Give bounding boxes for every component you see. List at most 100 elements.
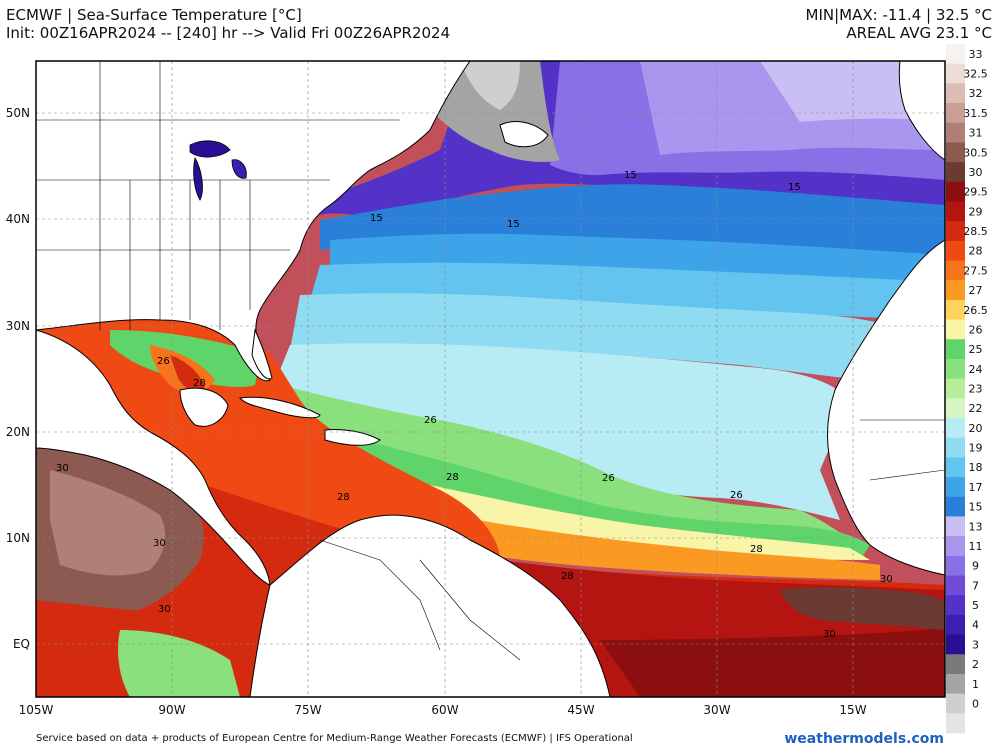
title-line-2: Init: 00Z16APR2024 -- [240] hr --> Valid… <box>6 24 451 42</box>
colorbar-label: 30.5 <box>963 146 988 159</box>
data-credits: Service based on data + products of Euro… <box>36 733 633 744</box>
stats-minmax: MIN|MAX: -11.4 | 32.5 °C <box>805 6 992 24</box>
contour-label: 28 <box>193 378 206 389</box>
colorbar-swatch <box>946 201 965 222</box>
colorbar-label: 3 <box>972 638 979 651</box>
colorbar-swatch <box>946 299 965 321</box>
colorbar-label: 9 <box>972 560 979 573</box>
contour-label: 26 <box>424 415 437 426</box>
title-line-1: ECMWF | Sea-Surface Temperature [°C] <box>6 6 302 24</box>
colorbar-label: 20 <box>969 422 983 435</box>
colorbar-swatch <box>946 673 965 695</box>
south-america <box>249 514 611 697</box>
site-link[interactable]: weathermodels.com <box>784 731 944 747</box>
colorbar-swatch <box>946 83 965 104</box>
colorbar-swatch <box>946 595 965 616</box>
colorbar-label: 29 <box>969 205 983 218</box>
colorbar-swatch <box>946 496 965 517</box>
colorbar-label: 32 <box>969 87 983 100</box>
colorbar-swatch <box>946 457 965 478</box>
latitude-labels: 50N 40N 30N 20N 10N EQ <box>6 106 30 651</box>
contour-label: 26 <box>602 473 615 484</box>
colorbar-label: 7 <box>972 579 979 592</box>
colorbar-swatch <box>946 634 965 655</box>
colorbar-label: 28 <box>969 245 983 258</box>
colorbar-label: 31.5 <box>963 107 988 120</box>
colorbar-swatch <box>946 339 965 360</box>
colorbar-label: 23 <box>969 383 983 396</box>
colorbar-label: 24 <box>969 363 983 376</box>
colorbar-swatch <box>946 614 965 636</box>
contour-label: 28 <box>337 492 350 503</box>
colorbar-swatch <box>946 319 965 340</box>
colorbar-label: 15 <box>969 501 983 514</box>
colorbar-swatch <box>946 240 965 262</box>
colorbar-swatch <box>946 516 965 537</box>
colorbar-swatch <box>946 398 965 419</box>
lon-label: 45W <box>567 703 594 717</box>
colorbar-label: 13 <box>969 520 983 533</box>
contour-label: 28 <box>561 571 574 582</box>
colorbar-swatch <box>946 162 965 183</box>
contour-label: 15 <box>788 182 801 193</box>
colorbar-label: 22 <box>969 402 983 415</box>
colorbar-label: 31 <box>969 127 983 140</box>
map-frame <box>35 60 946 698</box>
colorbar-swatch <box>946 477 965 498</box>
contour-label: 26 <box>730 490 743 501</box>
contour-label: 28 <box>750 544 763 555</box>
colorbar-swatch <box>946 221 965 242</box>
north-america <box>36 61 471 382</box>
map-title: ECMWF | Sea-Surface Temperature [°C] Ini… <box>6 6 450 42</box>
contour-labels: 15 15 15 15 26 28 26 28 28 26 26 28 28 3… <box>56 170 893 640</box>
colorbar-label: 32.5 <box>963 68 988 81</box>
africa <box>827 239 945 576</box>
colorbar-swatch <box>946 358 965 380</box>
political-borders <box>36 61 945 661</box>
colorbar-label: 27 <box>969 284 983 297</box>
lon-label: 60W <box>431 703 458 717</box>
colorbar-label: 29.5 <box>963 186 988 199</box>
colorbar-label: 33 <box>969 48 983 61</box>
colorbar-label: 30 <box>969 166 983 179</box>
colorbar-swatch <box>946 575 965 596</box>
cuba <box>239 396 321 419</box>
colorbar-label: 2 <box>972 658 979 671</box>
lat-label: 30N <box>6 319 30 333</box>
colorbar-label: 27.5 <box>963 264 988 277</box>
colorbar-swatch <box>946 693 965 714</box>
colorbar-label: 25 <box>969 343 983 356</box>
colorbar-swatch <box>946 437 965 458</box>
colorbar-label: 26.5 <box>963 304 988 317</box>
colorbar-swatch <box>946 378 965 399</box>
colorbar-label: 1 <box>972 678 979 691</box>
lat-label: EQ <box>13 637 30 651</box>
contour-label: 15 <box>624 170 637 181</box>
colorbar-swatch <box>946 181 965 202</box>
colorbar-label: 18 <box>969 461 983 474</box>
colorbar-label: 0 <box>972 697 979 710</box>
central-america <box>36 329 271 586</box>
stats-areal-avg: AREAL AVG 23.1 °C <box>846 24 992 42</box>
contour-label: 15 <box>370 213 383 224</box>
colorbar-swatch <box>946 536 965 557</box>
lat-label: 50N <box>6 106 30 120</box>
lon-label: 105W <box>19 703 54 717</box>
colorbar-label: 19 <box>969 442 983 455</box>
contour-label: 28 <box>446 472 459 483</box>
contour-label: 15 <box>507 219 520 230</box>
contour-label: 30 <box>158 604 171 615</box>
colorbar-label: 4 <box>972 619 979 632</box>
colorbar-swatch <box>946 713 965 734</box>
lat-label: 10N <box>6 531 30 545</box>
map-stats: MIN|MAX: -11.4 | 32.5 °C AREAL AVG 23.1 … <box>806 6 992 42</box>
lon-label: 75W <box>294 703 321 717</box>
lon-label: 30W <box>703 703 730 717</box>
colorbar-label: 28.5 <box>963 225 988 238</box>
great-lakes <box>189 140 247 201</box>
contour-label: 30 <box>153 538 166 549</box>
colorbar-swatch <box>946 122 965 143</box>
lon-label: 90W <box>158 703 185 717</box>
colorbar-swatch <box>946 280 965 301</box>
